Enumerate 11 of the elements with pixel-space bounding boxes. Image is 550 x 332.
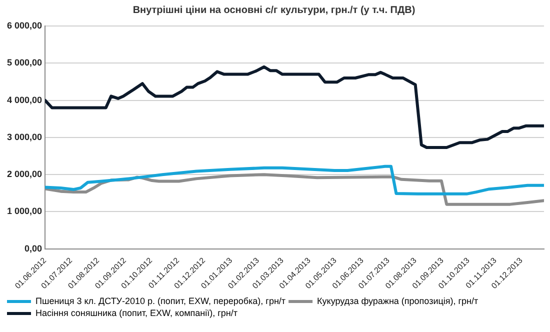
legend-label: Кукурудза фуражна (пропозиція), грн/т [317, 296, 478, 306]
y-tick-label: 2 000,00 [6, 169, 42, 180]
legend-label: Насіння соняшника (попит, EXW, компанії), грн/т [36, 308, 238, 318]
y-tick-label: 4 000,00 [6, 94, 42, 105]
y-tick-label: 5 000,00 [6, 58, 42, 68]
chart-title: Внутрішні ціни на основні с/г культури, грн./т (у т.ч. ПДВ) [132, 4, 416, 16]
legend-label: Пшениця 3 кл. ДСТУ-2010 р. (попит, EXW, переробка), грн/т [36, 296, 286, 306]
y-tick-label: 0,00 [24, 243, 42, 254]
y-tick-label: 3 000,00 [6, 132, 42, 142]
y-tick-label: 6 000,00 [6, 20, 42, 30]
y-tick-label: 1 000,00 [6, 206, 42, 216]
